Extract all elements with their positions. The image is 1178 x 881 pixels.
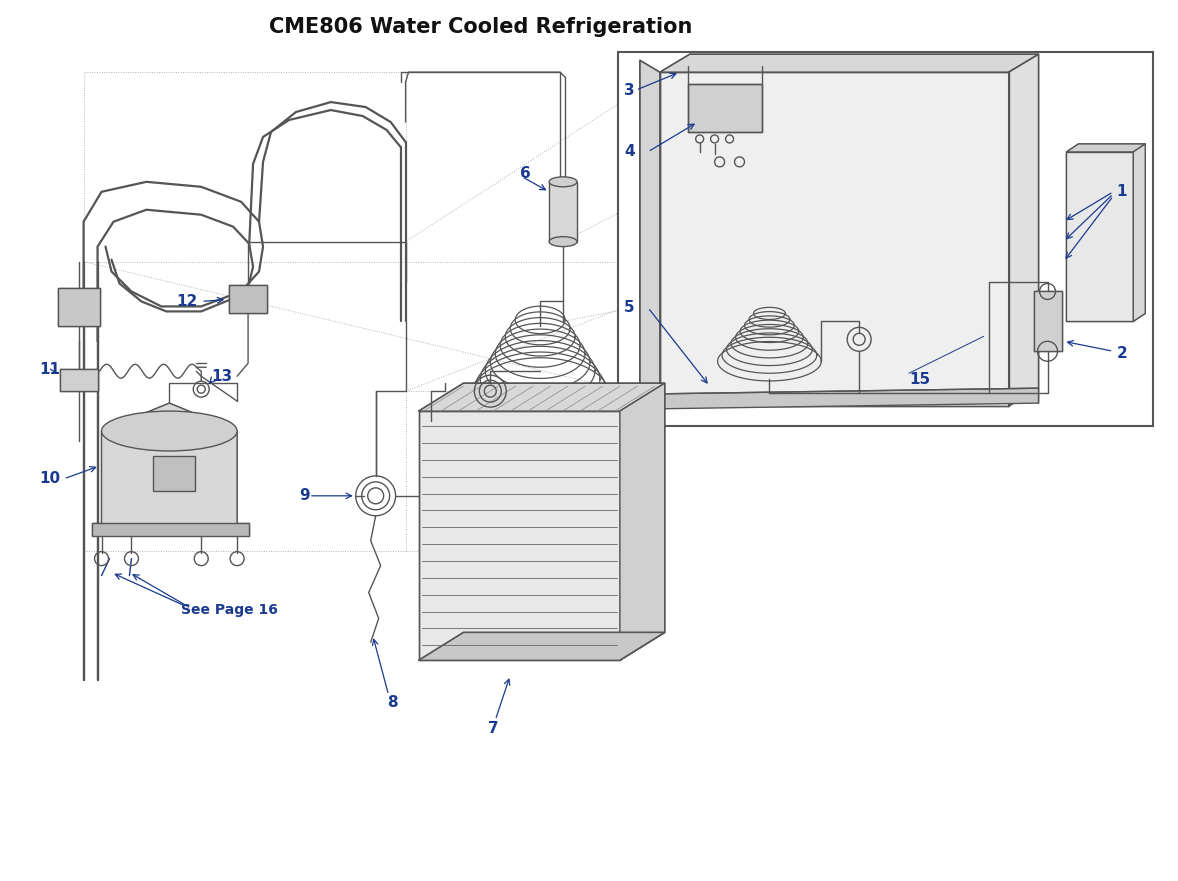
Text: See Page 16: See Page 16 bbox=[181, 603, 278, 618]
Ellipse shape bbox=[549, 237, 577, 247]
Polygon shape bbox=[418, 411, 620, 660]
Polygon shape bbox=[1066, 152, 1133, 322]
Polygon shape bbox=[101, 403, 237, 530]
Polygon shape bbox=[1133, 144, 1145, 322]
Polygon shape bbox=[640, 60, 660, 406]
Bar bbox=[1033, 292, 1061, 352]
Text: 2: 2 bbox=[1117, 345, 1127, 361]
Polygon shape bbox=[92, 522, 249, 536]
Text: 1: 1 bbox=[1117, 184, 1127, 199]
Text: 6: 6 bbox=[521, 167, 531, 181]
Polygon shape bbox=[660, 72, 1008, 406]
Polygon shape bbox=[1008, 55, 1039, 406]
Text: 3: 3 bbox=[624, 83, 635, 98]
Text: 15: 15 bbox=[909, 372, 931, 387]
Bar bbox=[230, 285, 267, 314]
Polygon shape bbox=[660, 55, 1039, 72]
Bar bbox=[549, 181, 577, 241]
Ellipse shape bbox=[549, 177, 577, 187]
Bar bbox=[688, 84, 762, 132]
Text: 7: 7 bbox=[489, 721, 499, 736]
Bar bbox=[60, 369, 98, 391]
Text: 12: 12 bbox=[177, 294, 198, 309]
Ellipse shape bbox=[101, 411, 237, 451]
Bar bbox=[618, 52, 1153, 426]
Text: 5: 5 bbox=[624, 300, 635, 315]
Polygon shape bbox=[620, 383, 664, 660]
Text: 9: 9 bbox=[299, 488, 310, 503]
Bar bbox=[153, 456, 196, 491]
Polygon shape bbox=[640, 389, 1039, 409]
Polygon shape bbox=[418, 383, 664, 411]
Bar bbox=[58, 288, 100, 326]
Text: 10: 10 bbox=[40, 471, 61, 486]
Text: 13: 13 bbox=[211, 369, 232, 384]
Polygon shape bbox=[1066, 144, 1145, 152]
Text: 4: 4 bbox=[624, 144, 635, 159]
Polygon shape bbox=[418, 633, 664, 660]
Text: 8: 8 bbox=[386, 695, 397, 710]
Text: 11: 11 bbox=[40, 362, 61, 377]
Text: CME806 Water Cooled Refrigeration: CME806 Water Cooled Refrigeration bbox=[269, 18, 691, 37]
